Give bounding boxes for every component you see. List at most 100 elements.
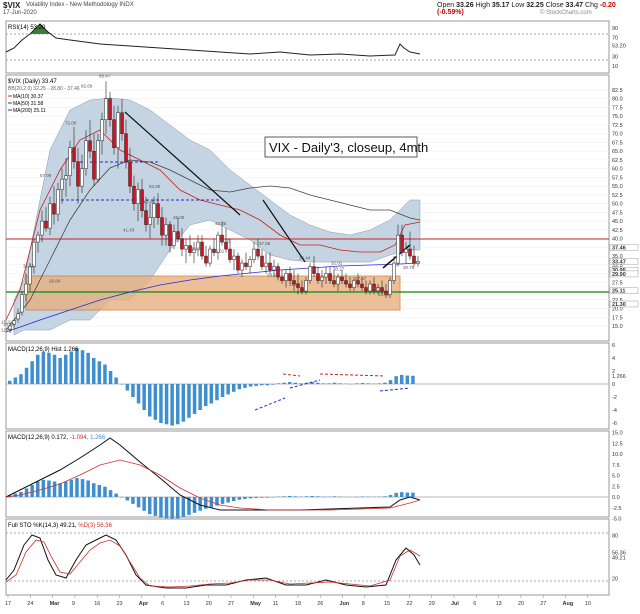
candle-body: [332, 280, 336, 285]
date-axis: 17 24 Mar 9 16 23 Apr 6 13 20 27 May 11 18 26 Jun 8 15 22 2…: [5, 595, 591, 607]
candle-body: [356, 280, 360, 285]
macd-panel-hist-bar: [24, 488, 29, 497]
candle-body: [316, 273, 320, 281]
macd-tick-label: 7.5: [612, 463, 620, 469]
candle-body: [208, 248, 212, 264]
price-value-label: 33.44: [299, 256, 311, 261]
macd-hist-bar: [282, 382, 286, 384]
date-tick-label: Mar: [50, 601, 61, 607]
price-value-tag: [609, 300, 639, 308]
macd-panel-hist-bar: [260, 497, 264, 498]
macd-hist-bar: [209, 384, 214, 404]
rsi-legend: RSI(14) 53.20: [8, 25, 46, 31]
close-value: 33.47: [565, 2, 584, 9]
price-axis: 82.5 80.0 77.5 75.0 72.5 70.0 67.5 65.0 62.5 60.0…: [609, 88, 639, 330]
macd-hist-bar: [181, 384, 186, 422]
candle-body: [80, 168, 84, 187]
sto-tick-label: 56.36: [612, 550, 626, 556]
price-value-label: 14.38: [3, 322, 15, 327]
price-value-tag-label: 25.11: [612, 289, 625, 295]
price-value-label: 15.21: [1, 319, 13, 324]
price-panel: 85.47 82.69 72.00 57.08 53.90 49.48 45.09 43.35…: [1, 74, 639, 342]
candle-body: [360, 283, 364, 288]
candle-body: [312, 266, 316, 274]
macd-hist-bar: [394, 376, 398, 384]
candle-body: [168, 224, 172, 246]
macd-panel-hist-bar: [97, 484, 102, 497]
macd-hist-bar: [293, 382, 298, 384]
macd-hist-bar: [366, 383, 370, 384]
price-tick-label: 47.5: [612, 210, 623, 216]
candle-body: [396, 234, 400, 264]
price-tick-label: 72.5: [612, 123, 623, 129]
candle-body: [232, 255, 236, 260]
macd-hist-bar: [327, 383, 331, 384]
price-tick-label: 60.0: [612, 167, 623, 173]
candle-body: [400, 234, 404, 253]
candle-body: [372, 283, 376, 292]
price-value-label: 85.47: [99, 74, 111, 79]
price-value-label: 38.31: [219, 239, 231, 244]
candle-body: [352, 280, 356, 288]
price-value-label: 24.52: [371, 287, 383, 292]
macd-panel-hist-bar: [125, 497, 130, 501]
price-tick-label: 65.0: [612, 149, 623, 155]
candle-body: [388, 280, 392, 295]
chart-header: $VIX Volatility Index - New Methodology …: [0, 0, 640, 18]
price-value-tag-label: 33.47: [612, 259, 626, 265]
macd-hist-bar: [220, 384, 225, 397]
support-zone: [25, 275, 401, 311]
macd-hist-bar: [136, 384, 141, 404]
rsi-tick-label: 70: [612, 35, 618, 41]
macd-hist-bar: [276, 383, 281, 384]
candle-body: [212, 248, 216, 253]
candle-body: [408, 248, 412, 257]
price-value-label: 57.08: [40, 173, 52, 178]
macd-panel-hist-bar: [254, 497, 258, 499]
price-tick-label: 70.0: [612, 132, 623, 138]
macd-hist-bar: [75, 348, 79, 384]
price-value-label: 82.69: [81, 83, 93, 88]
date-tick-label: 13: [496, 601, 502, 607]
candlesticks: [8, 81, 420, 333]
macd-panel-hist-bar: [103, 486, 107, 497]
price-value-tag: [609, 244, 639, 251]
macd-hist-bar: [271, 384, 275, 385]
price-value-label: 31.16: [23, 263, 35, 268]
candle-body: [192, 248, 196, 253]
candle-body: [104, 98, 108, 120]
ticker-symbol: $VIX: [3, 1, 21, 10]
macd-axis: 15.0 12.5 10.0 7.5 5.0 2.5 0.0 -2.5 -5.0: [612, 431, 623, 523]
price-tick-label: 55.0: [612, 184, 623, 190]
candle-body: [364, 287, 368, 292]
candle-body: [164, 224, 168, 236]
candle-body: [380, 287, 384, 292]
price-value-label: 45.09: [173, 215, 185, 220]
rsi-tick-label: 90: [612, 26, 618, 32]
candle-body: [108, 98, 112, 120]
chg-label: Chg: [585, 2, 598, 9]
macd-panel-hist-bar: [153, 497, 158, 516]
candle-body: [348, 283, 352, 288]
date-tick-label: 16: [94, 601, 100, 607]
candle-body: [20, 294, 24, 313]
macd-panel-hist-bar: [288, 495, 292, 497]
price-tick-label: 42.5: [612, 228, 623, 234]
annotation-text: VIX - Daily'3, closeup, 4mth: [269, 140, 428, 155]
macd-hist-panel: MACD(12,26,9) Hist 1.266 6 4 21.266 0 -2 -4 -6: [5, 342, 626, 430]
macd-hist-bar: [204, 384, 208, 407]
close-label: Close: [545, 2, 564, 9]
candle-body: [184, 245, 188, 250]
candle-body: [288, 273, 292, 281]
candle-body: [116, 112, 120, 148]
candle-body: [244, 262, 248, 267]
macd-panel-hist-bar: [282, 496, 286, 497]
candle-body: [16, 313, 20, 320]
candle-body: [96, 140, 100, 180]
macd-panel-hist-bar: [120, 497, 124, 498]
price-value-label: 28.59: [267, 272, 279, 277]
candle-body: [264, 262, 268, 267]
macd-tick-label: -5.0: [612, 517, 621, 523]
price-tick-label: 50.0: [612, 202, 623, 208]
